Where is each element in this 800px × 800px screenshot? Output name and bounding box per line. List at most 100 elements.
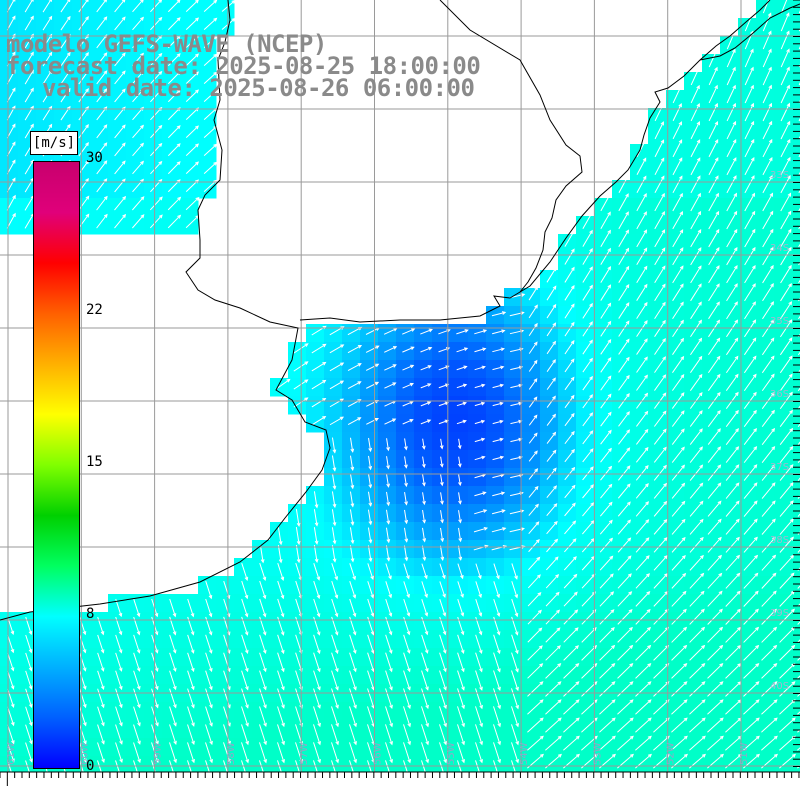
wind-arrow [404,438,408,451]
wind-arrow [707,409,721,427]
wind-arrow [365,345,380,353]
wind-arrow [546,520,558,535]
wind-cell [792,72,800,91]
wind-arrow [457,581,464,599]
wind-arrow [654,247,666,266]
wind-arrow [689,699,706,715]
wind-arrow [331,724,339,746]
wind-cell [702,756,721,772]
wind-arrow [725,536,740,553]
wind-arrow [347,345,363,354]
wind-arrow [440,474,444,487]
wind-arrow [386,456,390,470]
wind-arrow [115,634,123,654]
wind-arrow [511,634,519,655]
wind-arrow [169,706,177,727]
wind-arrow [114,213,127,229]
wind-arrow [546,538,559,553]
wind-arrow [242,778,249,798]
wind-arrow [421,581,428,599]
wind-arrow [439,670,447,691]
wind-arrow [313,598,321,618]
wind-cell [684,774,703,793]
wind-cell [720,756,739,772]
wind-arrow [277,580,285,600]
wind-arrow [439,634,447,654]
wind-arrow [295,760,300,772]
wind-arrow [493,581,500,599]
wind-arrow [600,302,612,319]
wind-arrow [421,545,427,562]
wind-arrow [582,211,593,229]
wind-arrow [24,87,34,103]
wind-arrow [115,598,123,618]
wind-arrow [618,356,630,373]
wind-arrow [403,724,411,746]
wind-arrow [185,0,199,13]
wind-arrow [635,681,652,697]
wind-arrow [25,742,33,763]
wind-arrow [545,681,562,697]
wind-arrow [689,554,704,571]
wind-arrow [635,537,650,553]
wind-arrow [563,573,578,589]
wind-arrow [296,778,303,798]
wind-arrow [205,706,213,727]
wind-arrow [545,556,559,571]
wind-cell [792,126,800,145]
wind-arrow [600,320,612,337]
wind-arrow [708,247,720,266]
wind-arrow [762,319,775,338]
wind-arrow [385,598,393,617]
wind-arrow [617,591,633,607]
wind-arrow [97,742,105,763]
wind-arrow [311,361,327,372]
wind-arrow [671,410,685,427]
wind-arrow [133,598,141,618]
title-valid-date: valid date: 2025-08-26 06:00:00 [42,74,475,102]
wind-arrow [386,491,391,507]
wind-arrow [25,724,33,745]
wind-arrow [7,742,15,763]
wind-arrow [331,688,339,709]
wind-arrow [385,688,393,710]
wind-arrow [743,554,759,571]
wind-vectors [6,0,800,798]
wind-arrow [546,485,557,498]
wind-arrow [78,52,89,67]
wind-arrow [743,572,759,589]
wind-arrow [421,634,429,654]
wind-arrow [653,464,667,481]
wind-arrow [205,670,213,691]
wind-arrow [349,545,355,563]
lat-label: 34S [770,243,789,254]
wind-arrow [780,138,791,158]
wind-arrow [133,688,141,709]
wind-cell [648,756,667,772]
wind-arrow [96,52,108,67]
wind-arrow [114,52,126,67]
wind-arrow [386,474,391,488]
wind-arrow [743,464,758,481]
wind-arrow [599,537,614,553]
wind-arrow [653,446,667,463]
wind-arrow [42,15,53,31]
wind-arrow [114,0,126,13]
wind-arrow [440,510,444,524]
wind-arrow [527,609,542,625]
wind-arrow [762,138,773,158]
wind-arrow [636,247,648,266]
wind-arrow [259,670,267,691]
wind-arrow [654,374,667,391]
wind-arrow [527,574,541,589]
wind-arrow [743,626,760,643]
wind-cell [756,756,775,772]
wind-arrow [600,266,612,283]
wind-arrow [458,492,462,505]
wind-cell [90,774,109,793]
wind-arrow [564,394,575,409]
wind-arrow [672,301,684,320]
lon-label: 58W [226,742,237,765]
wind-cell [792,558,800,577]
wind-arrow [762,66,772,86]
